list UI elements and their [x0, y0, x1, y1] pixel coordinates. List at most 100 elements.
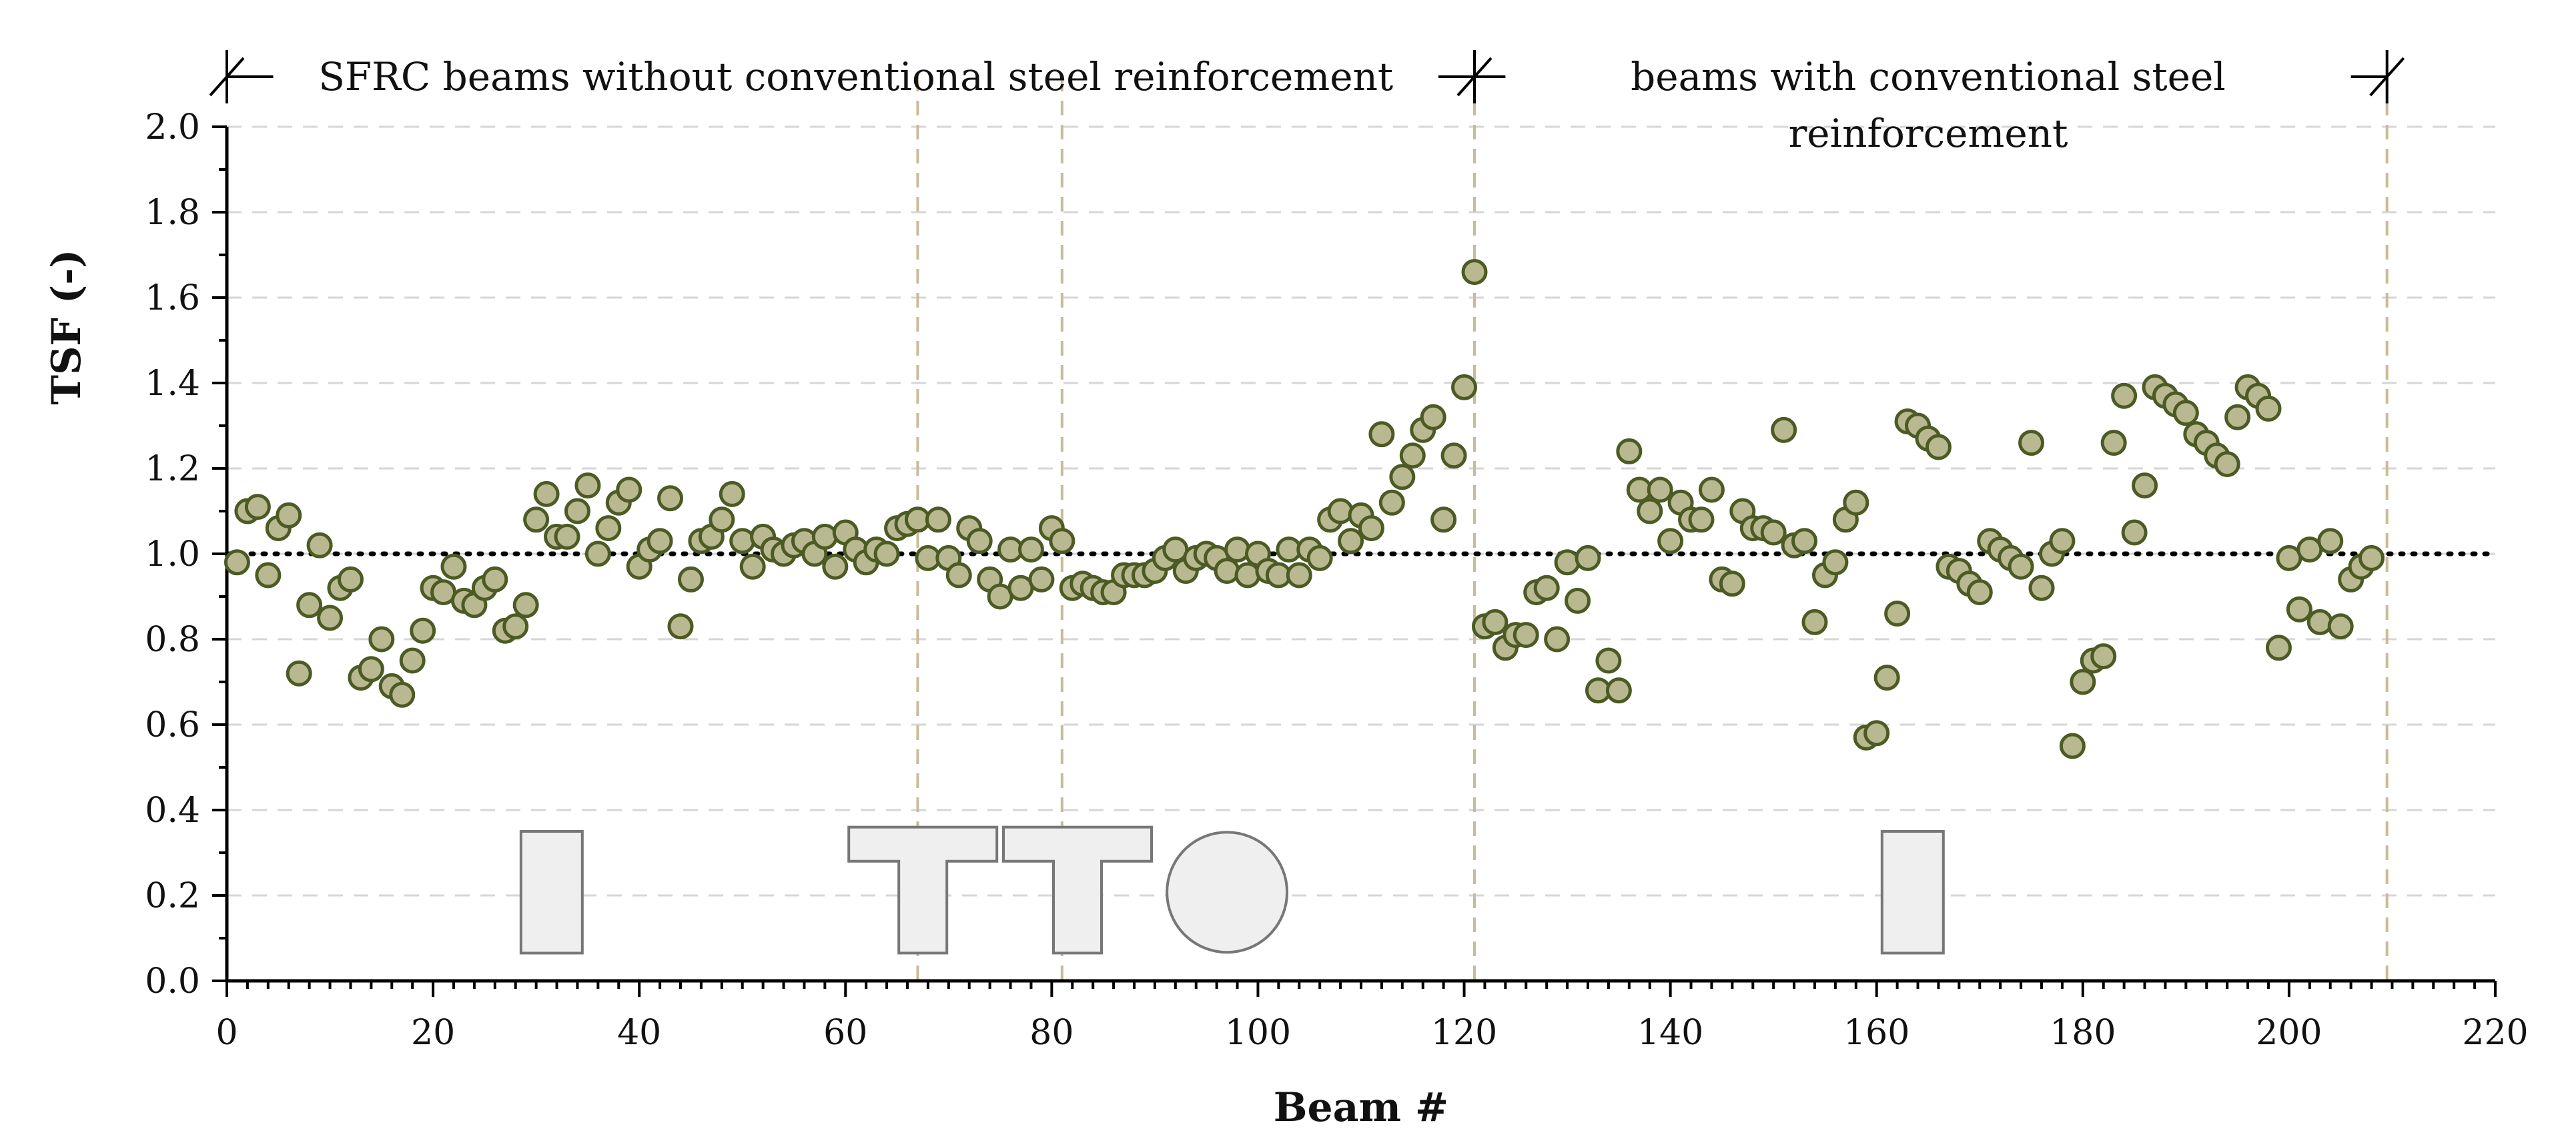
- t-section-icon: [847, 825, 999, 955]
- y-tick-label: 0.2: [145, 876, 200, 916]
- data-point: [2059, 733, 2086, 759]
- x-tick-label: 100: [1225, 1013, 1291, 1053]
- data-point: [1647, 476, 1673, 503]
- data-point: [317, 605, 344, 631]
- x-tick-label: 200: [2256, 1013, 2322, 1053]
- y-tick-label: 1.2: [145, 449, 200, 489]
- data-point: [1822, 549, 1849, 576]
- data-point: [1430, 506, 1457, 533]
- data-point: [1616, 438, 1643, 464]
- data-point: [502, 613, 529, 640]
- data-point: [1358, 515, 1384, 542]
- data-point: [1482, 609, 1509, 635]
- data-point: [1657, 528, 1684, 554]
- data-point: [925, 506, 951, 533]
- circular-section-icon: [1166, 831, 1289, 954]
- x-tick-label: 40: [617, 1013, 661, 1053]
- x-tick-label: 220: [2462, 1013, 2528, 1053]
- data-point: [1286, 562, 1312, 589]
- data-point: [1440, 442, 1467, 469]
- x-tick-label: 60: [823, 1013, 867, 1053]
- data-point: [1214, 558, 1240, 585]
- cross-section-layer: [519, 825, 1945, 955]
- data-point: [1049, 528, 1076, 554]
- data-point: [564, 498, 590, 524]
- data-point: [389, 681, 416, 708]
- x-tick-label: 180: [2050, 1013, 2116, 1053]
- data-point: [296, 592, 323, 619]
- rectangular-section-icon: [1880, 830, 1945, 955]
- data-point: [873, 540, 900, 567]
- data-point: [1327, 498, 1354, 524]
- data-point: [2255, 395, 2282, 422]
- data-point: [224, 549, 250, 576]
- data-point: [1791, 528, 1818, 554]
- data-point: [574, 472, 601, 499]
- data-point: [2100, 430, 2127, 456]
- data-point: [2214, 451, 2240, 478]
- data-point: [2070, 669, 2096, 695]
- data-point: [2265, 635, 2292, 661]
- x-tick-label: 160: [1843, 1013, 1909, 1053]
- data-point: [1513, 622, 1539, 649]
- data-point: [1224, 536, 1251, 563]
- group2-annotation-line2: reinforcement: [1789, 111, 2068, 156]
- x-tick-label: 20: [411, 1013, 455, 1053]
- data-point: [358, 656, 384, 683]
- data-point: [2028, 575, 2055, 601]
- x-axis-title: Beam #: [1274, 1084, 1448, 1131]
- data-point: [440, 553, 467, 580]
- data-point: [1605, 677, 1632, 704]
- data-point: [1771, 416, 1797, 443]
- data-point: [966, 528, 993, 554]
- data-point: [399, 647, 426, 674]
- data-point: [1637, 498, 1663, 524]
- data-point: [1760, 519, 1787, 546]
- y-tick-label: 1.6: [145, 278, 200, 318]
- data-point: [709, 506, 735, 533]
- group1-annotation: SFRC beams without conventional steel re…: [318, 54, 1393, 99]
- t-section-icon: [1002, 825, 1153, 955]
- data-point: [677, 566, 704, 593]
- data-point: [1338, 528, 1364, 554]
- data-point: [244, 494, 271, 520]
- data-point: [584, 540, 611, 567]
- data-point: [1966, 579, 1993, 606]
- data-point: [595, 515, 622, 542]
- data-point: [1399, 442, 1426, 469]
- data-point: [2172, 400, 2199, 426]
- x-tick-label: 0: [216, 1013, 238, 1053]
- y-tick-label: 1.8: [145, 193, 200, 233]
- data-point: [667, 613, 694, 640]
- y-tick-label: 2.0: [145, 107, 200, 147]
- data-point: [368, 626, 395, 653]
- data-point: [729, 528, 756, 554]
- data-point: [1595, 647, 1622, 674]
- data-point: [255, 562, 282, 589]
- data-point: [1843, 489, 1869, 516]
- data-point: [533, 480, 560, 507]
- data-point: [1368, 421, 1395, 448]
- y-tick-label: 0.6: [145, 705, 200, 745]
- data-point: [2317, 528, 2344, 554]
- data-point: [337, 566, 364, 593]
- data-point: [657, 485, 684, 512]
- data-point: [1873, 665, 1900, 691]
- data-point: [1801, 609, 1828, 635]
- data-point: [554, 523, 580, 550]
- data-point: [2121, 519, 2148, 546]
- data-point: [1451, 374, 1478, 400]
- y-tick-label: 0.0: [145, 962, 200, 1002]
- data-point: [512, 592, 539, 619]
- y-tick-label: 0.4: [145, 791, 200, 831]
- data-point: [1863, 720, 1890, 747]
- data-point: [1017, 536, 1044, 563]
- data-point: [1565, 587, 1591, 614]
- data-point: [719, 480, 745, 507]
- data-point: [286, 660, 312, 687]
- axes-layer: 0.0 0.2 0.4 0.6 0.8 1.0 1.2 1.4 1.6 1.8 2.0 0 20 40 60…: [145, 107, 2528, 1053]
- y-tick-label: 1.4: [145, 364, 200, 404]
- data-point: [410, 617, 436, 644]
- data-point: [1544, 626, 1571, 653]
